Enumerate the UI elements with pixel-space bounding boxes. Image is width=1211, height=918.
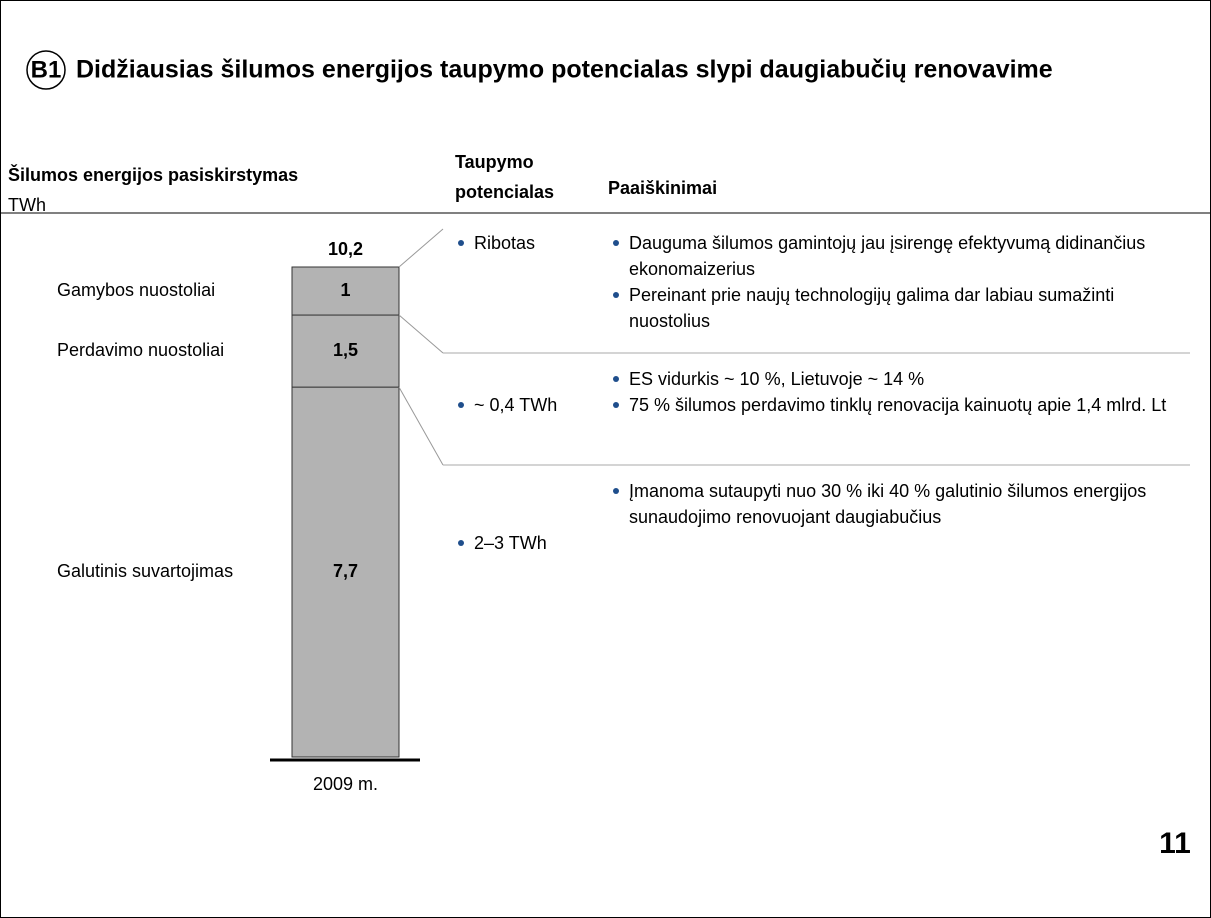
series-label: Perdavimo nuostoliai [57,340,224,360]
note: Įmanoma sutaupyti nuo 30 % iki 40 % galu… [613,478,1183,530]
connector [398,228,444,268]
total-label: 10,2 [328,239,363,259]
bar-segment [291,266,400,316]
notes: Įmanoma sutaupyti nuo 30 % iki 40 % galu… [613,478,1183,530]
potential: ~ 0,4 TWh [458,392,1211,418]
page-number: 11 [1159,827,1191,860]
series-label: Galutinis suvartojimas [57,561,233,581]
notes: ES vidurkis ~ 10 %, Lietuvoje ~ 14 % 75 %… [613,366,1183,418]
note: Dauguma šilumos gamintojų jau įsirengę e… [613,230,1183,282]
badge-circle [26,50,66,90]
note: Pereinant prie naujų technologijų galima… [613,282,1183,334]
bar-segment [291,386,400,758]
col-header: Taupymo potencialas [455,152,555,202]
unit: TWh [8,195,46,215]
notes: Dauguma šilumos gamintojų jau įsirengę e… [613,230,1183,334]
potential: 2–3 TWh [458,530,1211,556]
note: 75 % šilumos perdavimo tinklų renovacija… [613,392,1183,418]
x-tick-label: 2009 m. [313,774,378,794]
col-header: Paaiškinimai [608,178,718,198]
value-label: 1,5 [333,340,358,360]
potential: Ribotas [458,230,1211,256]
connector [398,386,444,466]
connector [398,314,444,354]
value-label: 1 [340,280,350,300]
series-label: Gamybos nuostoliai [57,280,215,300]
chart-title: Šilumos energijos pasiskirstymas [8,164,298,185]
badge: B1 [31,56,62,83]
value-label: 7,7 [333,561,358,581]
slide-title: Didžiausias šilumos energijos taupymo po… [76,56,1053,84]
note: ES vidurkis ~ 10 %, Lietuvoje ~ 14 % [613,366,1183,392]
